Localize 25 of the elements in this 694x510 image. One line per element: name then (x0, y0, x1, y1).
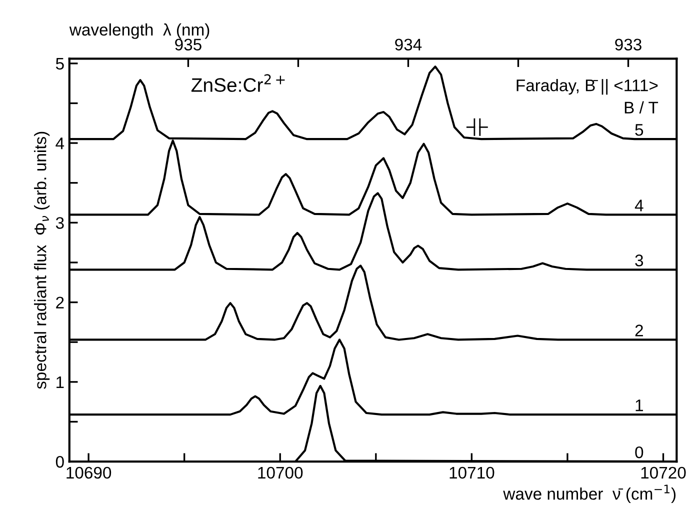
y-tick-label: 1 (56, 376, 64, 388)
x-tick-label: 10710 (450, 466, 494, 479)
series-label: 1 (636, 400, 643, 412)
annotation: ZnSe:Cr$^{2+}$ (191, 74, 285, 92)
series-label: 2 (635, 324, 643, 336)
x2-tick-label: 934 (395, 38, 422, 50)
x-tick-label: 10700 (258, 466, 303, 479)
x2-axis-title: wavelength λ (nm) (69, 23, 210, 39)
x2-tick-label: 935 (175, 38, 202, 50)
annotation: Faraday, B̄ || <111> (516, 79, 658, 95)
series-label: 3 (635, 254, 644, 266)
x-tick-label: 10720 (641, 466, 686, 479)
annotation: B / T (624, 101, 658, 114)
x2-tick-label: 933 (615, 38, 642, 50)
y-axis-title: spectral radiant flux Φ$_{ν}$ (arb. units) (34, 132, 50, 389)
y-tick-label: 0 (56, 456, 64, 468)
series-label: 0 (635, 446, 644, 458)
series-label: 5 (635, 124, 644, 136)
y-tick-label: 2 (56, 296, 64, 308)
series-label: 4 (634, 200, 644, 212)
y-tick-label: 5 (56, 58, 64, 70)
y-tick-label: 4 (56, 138, 64, 150)
x-axis-title: wave number ν̄ (cm$^{−1}$) (503, 484, 676, 504)
x-tick-label: 10690 (66, 466, 112, 479)
y-tick-label: 3 (56, 217, 64, 229)
